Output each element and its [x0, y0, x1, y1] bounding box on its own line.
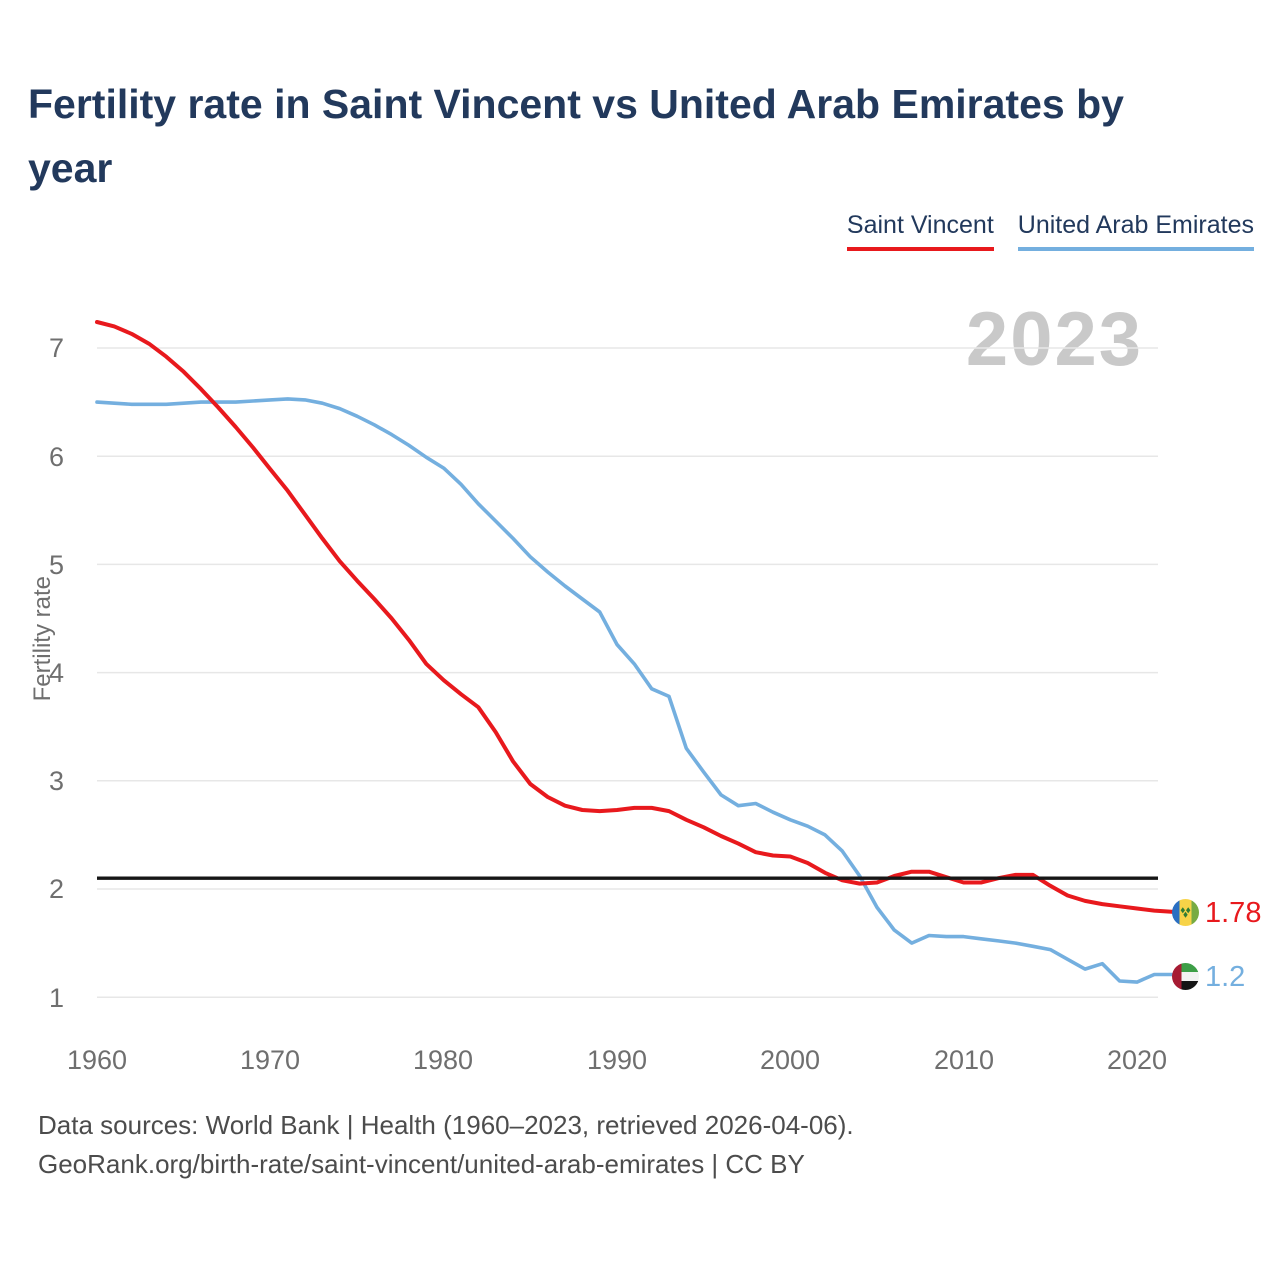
legend-label-united-arab-emirates: United Arab Emirates	[1017, 211, 1254, 239]
x-tick-label: 2010	[934, 1045, 994, 1075]
legend-item[interactable]: Saint Vincent	[846, 211, 994, 251]
year-watermark: 2023	[965, 297, 1143, 382]
footer: Data sources: World Bank | Health (1960–…	[38, 1106, 854, 1184]
y-tick-labels: 7 6 5 4 3 2 1	[49, 333, 64, 1013]
x-tick-label: 2000	[760, 1045, 820, 1075]
y-tick-label: 1	[49, 983, 64, 1013]
page-title-line1: Fertility rate in Saint Vincent vs Unite…	[28, 81, 1124, 127]
y-axis-title: Fertility rate	[29, 576, 56, 702]
saint-vincent-end-value: 1.78	[1205, 897, 1262, 929]
united-arab-emirates-flag-icon	[1172, 963, 1199, 990]
x-tick-labels: 1960 1970 1980 1990 2000 2010 2020	[67, 1045, 1167, 1075]
saint-vincent-line	[95, 320, 1191, 915]
united-arab-emirates-line	[95, 397, 1191, 984]
y-tick-label: 7	[49, 333, 64, 363]
x-tick-label: 2020	[1107, 1045, 1167, 1075]
y-tick-label: 6	[49, 442, 64, 472]
legend: Saint Vincent United Arab Emirates	[846, 211, 1254, 251]
x-tick-label: 1970	[240, 1045, 300, 1075]
y-tick-label: 5	[49, 550, 64, 580]
legend-label-saint-vincent: Saint Vincent	[846, 211, 994, 239]
y-tick-label: 2	[49, 874, 64, 904]
footer-sources: Data sources: World Bank | Health (1960–…	[38, 1110, 854, 1140]
page-title-line2: year	[28, 145, 113, 191]
x-tick-label: 1990	[587, 1045, 647, 1075]
page-title: Fertility rate in Saint Vincent vs Unite…	[28, 72, 1258, 200]
saint-vincent-flag-icon	[1172, 899, 1199, 926]
legend-item[interactable]: United Arab Emirates	[1017, 211, 1254, 251]
x-tick-label: 1960	[67, 1045, 127, 1075]
gridlines	[97, 347, 1158, 998]
y-tick-label: 4	[49, 658, 64, 688]
uae-end-value: 1.2	[1205, 961, 1246, 993]
x-tick-label: 1980	[413, 1045, 473, 1075]
footer-attribution: GeoRank.org/birth-rate/saint-vincent/uni…	[38, 1149, 805, 1179]
y-tick-label: 3	[49, 766, 64, 796]
